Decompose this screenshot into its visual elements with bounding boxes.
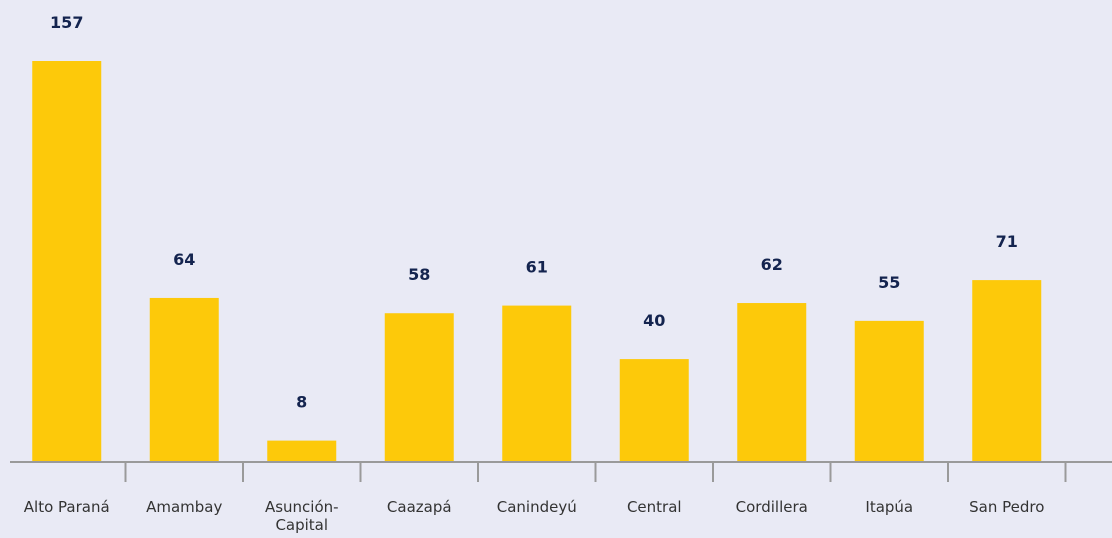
bar: [32, 61, 102, 461]
value-label: 64: [173, 250, 195, 269]
x-tick-label: San Pedro: [969, 498, 1044, 516]
value-label: 157: [50, 13, 83, 32]
x-tick-label: Alto Paraná: [24, 498, 110, 516]
x-tick-label: Canindeyú: [497, 498, 577, 516]
x-tick-label: Asunción-Capital: [265, 498, 339, 534]
bar: [972, 280, 1042, 461]
bar: [384, 313, 454, 461]
value-label: 40: [643, 311, 665, 330]
value-label: 71: [996, 232, 1018, 251]
value-label: 8: [296, 393, 307, 412]
value-label: 58: [408, 265, 430, 284]
bar: [502, 305, 572, 461]
value-label: 55: [878, 273, 900, 292]
x-tick-label: Caazapá: [387, 498, 452, 516]
bar: [854, 320, 924, 461]
x-tick-label: Central: [627, 498, 682, 516]
x-tick-label: Itapúa: [865, 498, 913, 516]
bar: [267, 440, 337, 461]
bar: [619, 359, 689, 461]
value-label: 62: [761, 255, 783, 274]
bar: [149, 297, 219, 461]
x-tick-label: Amambay: [146, 498, 222, 516]
bar: [737, 303, 807, 461]
x-tick-label: Cordillera: [736, 498, 808, 516]
value-label: 61: [526, 258, 548, 277]
